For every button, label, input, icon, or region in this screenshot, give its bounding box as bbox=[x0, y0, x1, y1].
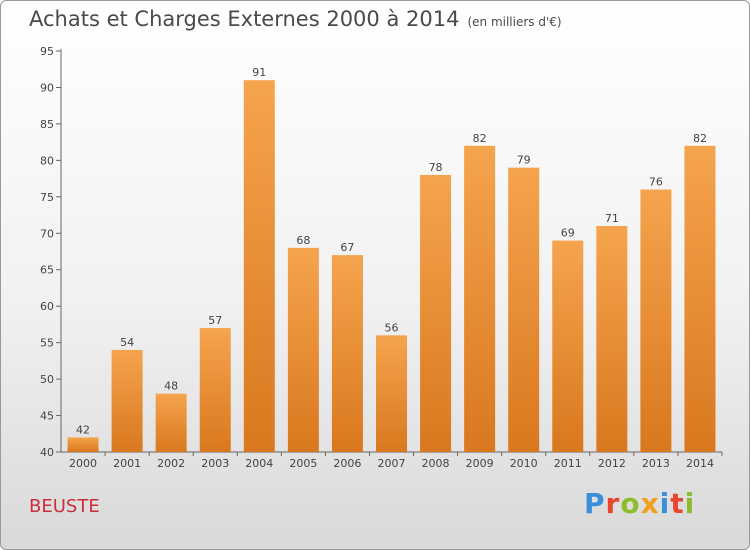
bar-value-label: 76 bbox=[649, 176, 663, 189]
place-name: BEUSTE bbox=[29, 496, 100, 517]
bar bbox=[684, 145, 716, 453]
chart-title-text: Achats et Charges Externes 2000 à 2014 bbox=[29, 7, 460, 31]
bar bbox=[67, 437, 99, 452]
y-tick-label: 75 bbox=[40, 191, 54, 204]
y-tick-label: 90 bbox=[40, 81, 54, 94]
bars bbox=[67, 80, 716, 453]
x-tick-label: 2011 bbox=[554, 457, 582, 470]
bar bbox=[111, 349, 143, 452]
bar bbox=[420, 174, 452, 453]
bar-value-label: 82 bbox=[473, 132, 487, 145]
x-tick-label: 2009 bbox=[466, 457, 494, 470]
x-tick-label: 2013 bbox=[642, 457, 670, 470]
bar-value-label: 68 bbox=[296, 234, 310, 247]
y-tick-label: 95 bbox=[40, 45, 54, 58]
x-tick-label: 2004 bbox=[245, 457, 273, 470]
bar bbox=[331, 255, 363, 452]
chart-title: Achats et Charges Externes 2000 à 2014 (e… bbox=[29, 7, 562, 31]
brand-letter: P bbox=[584, 487, 606, 520]
x-tick-label: 2014 bbox=[686, 457, 714, 470]
y-tick-label: 65 bbox=[40, 264, 54, 277]
x-tick-label: 2007 bbox=[378, 457, 406, 470]
bar-value-label: 54 bbox=[120, 336, 134, 349]
y-tick-label: 45 bbox=[40, 410, 54, 423]
axes: 40 45 50 55 60 65 70 75 80 85 90 95 2000 2001 2002 2003… bbox=[40, 45, 723, 470]
bar-value-label: 67 bbox=[340, 241, 354, 254]
y-tick-label: 50 bbox=[40, 373, 54, 386]
x-tick-label: 2005 bbox=[289, 457, 317, 470]
brand-letter: t bbox=[670, 487, 685, 520]
bar bbox=[508, 167, 540, 452]
y-tick-label: 40 bbox=[40, 446, 54, 459]
y-tick-label: 85 bbox=[40, 118, 54, 131]
bar bbox=[287, 247, 319, 452]
x-tick-label: 2008 bbox=[422, 457, 450, 470]
bar-value-label: 48 bbox=[164, 380, 178, 393]
bar bbox=[552, 240, 584, 452]
bar bbox=[596, 225, 628, 452]
x-tick-label: 2001 bbox=[113, 457, 141, 470]
x-tick-label: 2010 bbox=[510, 457, 538, 470]
bar bbox=[243, 80, 275, 452]
brand-logo: Proxiti bbox=[584, 487, 695, 520]
bar-value-label: 56 bbox=[385, 321, 399, 334]
bar-value-label: 78 bbox=[429, 161, 443, 174]
x-tick-label: 2000 bbox=[69, 457, 97, 470]
bar-value-label: 91 bbox=[252, 66, 266, 79]
bar-value-label: 69 bbox=[561, 227, 575, 240]
brand-letter: o bbox=[620, 487, 641, 520]
bar bbox=[155, 393, 187, 452]
brand-letter: i bbox=[684, 487, 696, 520]
y-tick-label: 60 bbox=[40, 300, 54, 313]
bar bbox=[199, 328, 231, 452]
bar-value-label: 71 bbox=[605, 212, 619, 225]
x-tick-label: 2006 bbox=[333, 457, 361, 470]
chart-unit: (en milliers d'€) bbox=[467, 15, 562, 29]
bar bbox=[376, 335, 407, 452]
brand-letter: x bbox=[640, 487, 660, 520]
bar-value-label: 42 bbox=[76, 423, 90, 436]
x-tick-label: 2012 bbox=[598, 457, 626, 470]
y-tick-label: 80 bbox=[40, 154, 54, 167]
bar-value-label: 79 bbox=[517, 154, 531, 167]
x-tick-label: 2002 bbox=[157, 457, 185, 470]
brand-letter: i bbox=[659, 487, 671, 520]
data-labels: 42 54 48 57 91 68 67 56 78 82 79 69 71 76 82 bbox=[76, 66, 707, 436]
bar bbox=[464, 145, 496, 453]
y-tick-label: 55 bbox=[40, 337, 54, 350]
bar-value-label: 82 bbox=[693, 132, 707, 145]
bar-value-label: 57 bbox=[208, 314, 222, 327]
x-tick-label: 2003 bbox=[201, 457, 229, 470]
brand-letter: r bbox=[605, 487, 621, 520]
y-tick-label: 70 bbox=[40, 227, 54, 240]
bar bbox=[640, 189, 672, 452]
